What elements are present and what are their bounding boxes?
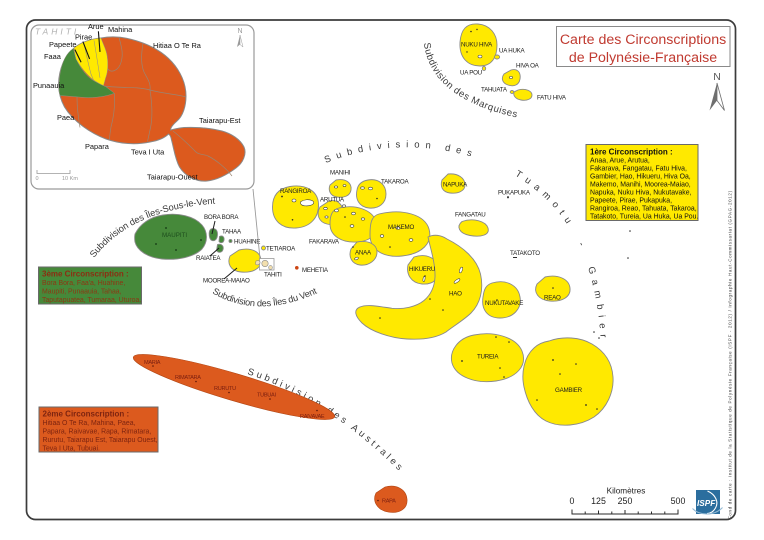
svg-text:N: N	[713, 71, 721, 83]
svg-text:TATAKOTO: TATAKOTO	[510, 250, 540, 257]
svg-text:HIVA OA: HIVA OA	[516, 63, 540, 70]
svg-text:Taputapuatea, Tumaraa, Uturoa.: Taputapuatea, Tumaraa, Uturoa.	[42, 297, 141, 304]
svg-text:TAHITI: TAHITI	[35, 27, 79, 37]
svg-text:500: 500	[671, 496, 686, 506]
svg-text:Taiarapu-Est: Taiarapu-Est	[199, 116, 241, 125]
svg-text:RAPA: RAPA	[382, 499, 396, 505]
svg-text:TAHUATA: TAHUATA	[481, 87, 508, 94]
svg-text:N: N	[237, 28, 242, 35]
svg-text:Papeete: Papeete	[49, 40, 77, 49]
svg-text:MEHETIA: MEHETIA	[302, 267, 329, 274]
svg-text:Anaa, Arue, Arutua,: Anaa, Arue, Arutua,	[590, 158, 650, 165]
svg-text:UA HUKA: UA HUKA	[499, 48, 526, 55]
svg-text:Maupiti, Punaauia, Tahaa,: Maupiti, Punaauia, Tahaa,	[42, 289, 122, 296]
svg-text:RIMATARA: RIMATARA	[175, 375, 201, 381]
svg-text:MAUPITI: MAUPITI	[162, 232, 187, 239]
svg-text:ARUTUA: ARUTUA	[320, 197, 345, 204]
svg-text:HIKUERU: HIKUERU	[409, 266, 435, 273]
svg-text:Hitiaa O Te Ra: Hitiaa O Te Ra	[153, 41, 202, 50]
svg-text:NAPUKA: NAPUKA	[443, 182, 468, 189]
svg-text:MARIA: MARIA	[144, 360, 161, 366]
svg-text:NUKU HIVA: NUKU HIVA	[461, 42, 493, 49]
svg-text:Papeete, Pirae, Pukapuka,: Papeete, Pirae, Pukapuka,	[590, 198, 672, 205]
svg-text:MANIHI: MANIHI	[330, 170, 351, 177]
svg-text:TETIAROA: TETIAROA	[266, 246, 296, 253]
svg-text:0: 0	[570, 496, 575, 506]
svg-text:FATU HIVA: FATU HIVA	[537, 95, 567, 102]
svg-text:FANGATAU: FANGATAU	[455, 212, 485, 219]
svg-text:Gambier, Hao, Hikueru, Hiva Oa: Gambier, Hao, Hikueru, Hiva Oa,	[590, 174, 691, 181]
svg-text:UA POU: UA POU	[460, 70, 482, 77]
svg-text:GAMBIER: GAMBIER	[555, 387, 583, 394]
svg-text:125: 125	[591, 496, 606, 506]
svg-text:RAIATEA: RAIATEA	[196, 255, 221, 262]
svg-text:Bora Bora, Faa'a, Huahine,: Bora Bora, Faa'a, Huahine,	[42, 280, 125, 287]
svg-text:Arue: Arue	[88, 22, 104, 31]
svg-text:Fond de carte : Institut de la: Fond de carte : Institut de la Statistiq…	[728, 190, 733, 519]
svg-text:REAO: REAO	[544, 295, 561, 302]
svg-text:MAKEMO: MAKEMO	[388, 224, 414, 231]
svg-text:TAKAROA: TAKAROA	[381, 179, 409, 186]
svg-text:Rurutu, Taiarapu Est, Taiarapu: Rurutu, Taiarapu Est, Taiarapu Ouest,	[43, 437, 158, 444]
svg-text:Papara, Raivavae, Rapa, Rimata: Papara, Raivavae, Rapa, Rimatara,	[43, 429, 152, 436]
svg-text:ISPF: ISPF	[697, 499, 716, 508]
svg-text:RURUTU: RURUTU	[214, 386, 236, 392]
svg-text:0: 0	[36, 176, 39, 182]
svg-text:Teva I Uta, Tubuai.: Teva I Uta, Tubuai.	[43, 446, 101, 453]
svg-text:Mahina: Mahina	[108, 25, 133, 34]
svg-text:Pirae: Pirae	[75, 33, 92, 42]
svg-text:Kilomètres: Kilomètres	[607, 487, 646, 496]
svg-text:250: 250	[618, 496, 633, 506]
svg-text:Hitiaa O Te Ra, Mahina, Paea,: Hitiaa O Te Ra, Mahina, Paea,	[43, 420, 136, 427]
svg-text:RAIVAVAE: RAIVAVAE	[300, 414, 325, 420]
svg-text:Faaa: Faaa	[44, 52, 62, 61]
svg-text:Tatakoto, Tureia, Ua Huka, Ua: Tatakoto, Tureia, Ua Huka, Ua Pou.	[590, 214, 698, 221]
svg-text:FAKARAVA: FAKARAVA	[309, 239, 340, 246]
svg-text:Makemo, Manihi, Moorea-Maiao,: Makemo, Manihi, Moorea-Maiao,	[590, 182, 691, 189]
svg-text:TAHAA: TAHAA	[222, 229, 242, 236]
svg-text:Punaauia: Punaauia	[33, 81, 65, 90]
svg-text:1ère Circonscription :: 1ère Circonscription :	[590, 148, 673, 157]
svg-text:ANAA: ANAA	[355, 250, 372, 257]
svg-text:PUKAPUKA: PUKAPUKA	[498, 190, 531, 197]
svg-text:10 Km: 10 Km	[62, 176, 78, 182]
svg-text:3ème Circonscription :: 3ème Circonscription :	[42, 270, 129, 279]
svg-text:HUAHINE: HUAHINE	[234, 239, 260, 246]
svg-text:Papara: Papara	[85, 142, 110, 151]
svg-text:Paea: Paea	[57, 113, 75, 122]
svg-text:Carte des Circonscriptions: Carte des Circonscriptions	[560, 32, 726, 48]
svg-text:TUBUAI: TUBUAI	[257, 393, 276, 399]
svg-text:Fakarava, Fangatau, Fatu Hiva,: Fakarava, Fangatau, Fatu Hiva,	[590, 166, 687, 173]
svg-text:MOOREA-MAIAO: MOOREA-MAIAO	[203, 278, 250, 285]
svg-text:TAHITI: TAHITI	[264, 272, 282, 279]
svg-text:Teva I Uta: Teva I Uta	[131, 148, 165, 157]
svg-text:de Polynésie-Française: de Polynésie-Française	[569, 50, 717, 66]
svg-text:NUKUTAVAKE: NUKUTAVAKE	[485, 300, 523, 307]
svg-text:HAO: HAO	[449, 291, 462, 298]
svg-text:TUREIA: TUREIA	[477, 354, 499, 361]
svg-text:BORA BORA: BORA BORA	[204, 214, 239, 221]
svg-text:Rangiroa, Reao, Tahuata, Takar: Rangiroa, Reao, Tahuata, Takaroa,	[590, 206, 697, 213]
svg-text:2ème Circonscription :: 2ème Circonscription :	[43, 410, 130, 419]
svg-text:Napuka, Nuku Hiva, Nukutavake,: Napuka, Nuku Hiva, Nukutavake,	[590, 190, 692, 197]
svg-text:RANGIROA: RANGIROA	[280, 188, 312, 195]
svg-text:Taiarapu-Ouest: Taiarapu-Ouest	[147, 173, 198, 182]
